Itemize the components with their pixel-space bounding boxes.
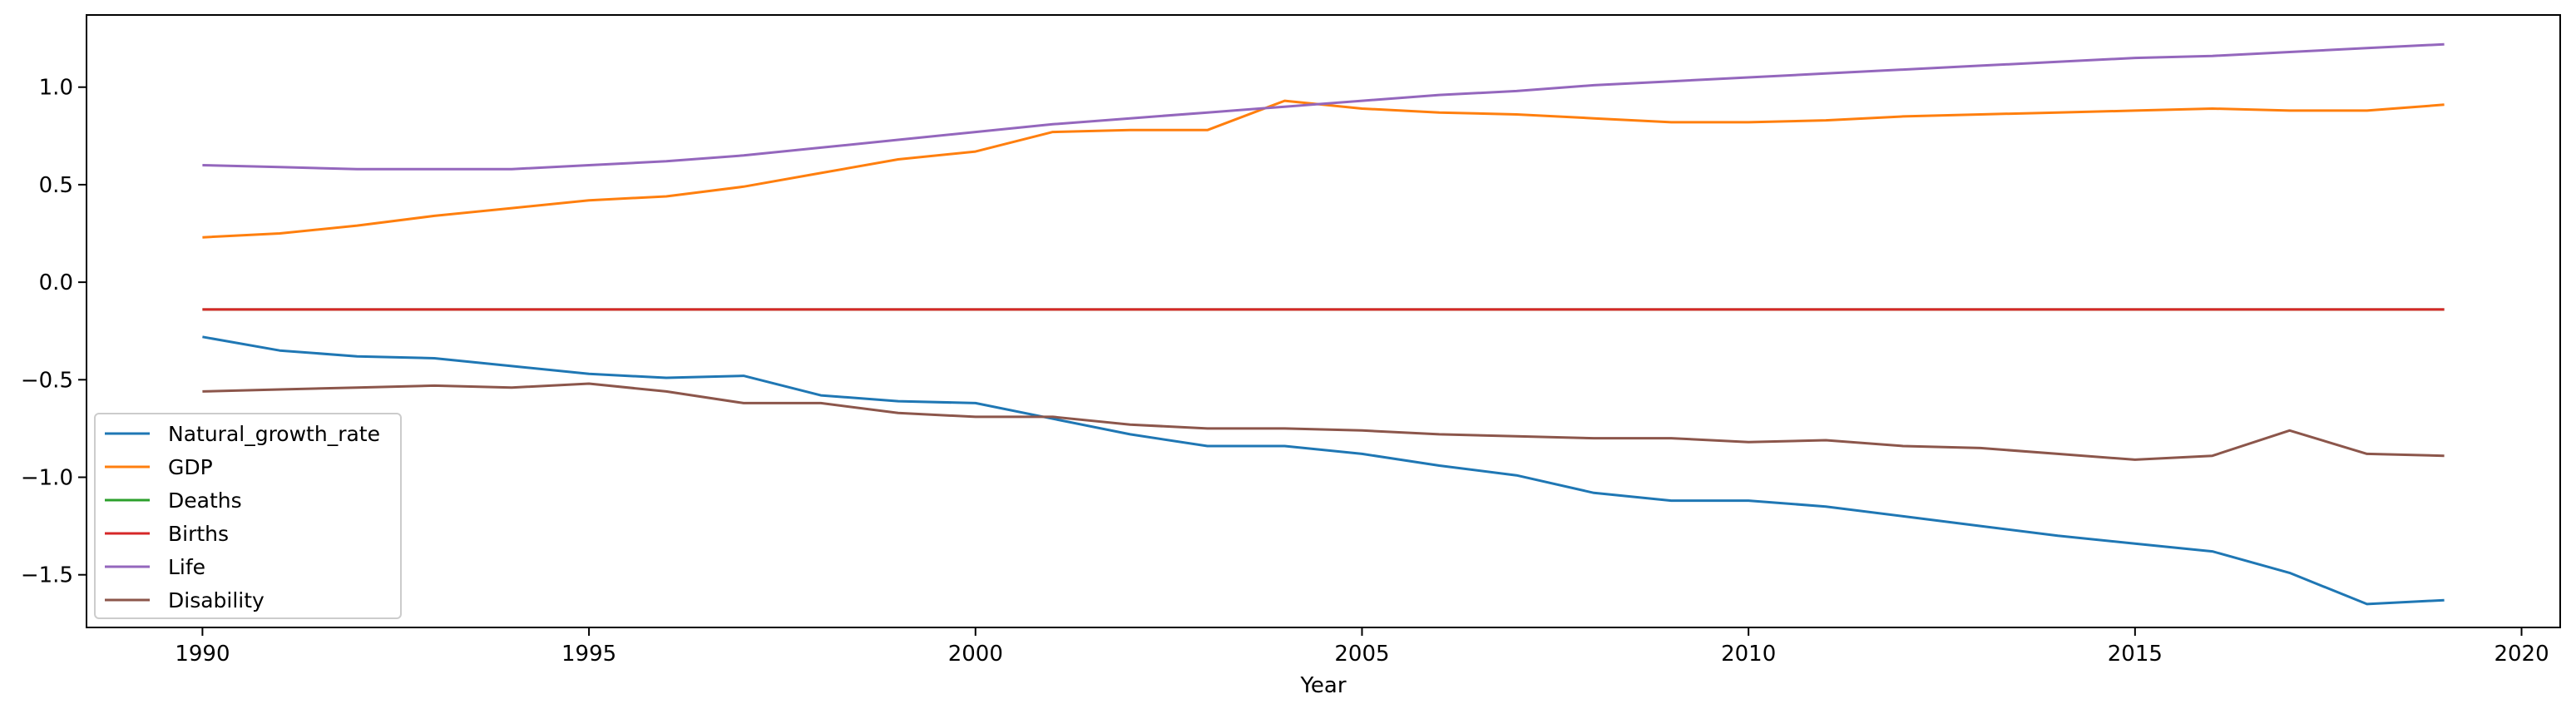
x-tick-label: 1990 (175, 642, 230, 667)
legend-label-births: Births (168, 522, 229, 546)
x-tick-label: 2005 (1334, 642, 1389, 667)
series-line-natural-growth-rate (202, 335, 2445, 606)
legend-label-deaths: Deaths (168, 488, 242, 513)
y-tick-label: 0.0 (39, 270, 73, 295)
x-tick-label: 2015 (2108, 642, 2163, 667)
y-tick-label: 1.0 (39, 76, 73, 101)
legend-label-natural-growth-rate: Natural_growth_rate (168, 422, 380, 446)
x-tick-label: 2020 (2494, 642, 2549, 667)
legend-label-life: Life (168, 555, 205, 579)
y-tick-label: −1.0 (21, 466, 73, 491)
legend-label-gdp: GDP (168, 455, 213, 479)
y-tick-label: 0.5 (39, 173, 73, 198)
series-lines (202, 42, 2445, 606)
y-tick-label: −1.5 (21, 563, 73, 588)
x-tick-label: 2000 (948, 642, 1003, 667)
plot-frame (86, 14, 2561, 628)
legend-label-disability: Disability (168, 588, 265, 612)
x-tick-label: 2010 (1721, 642, 1776, 667)
series-line-disability (202, 382, 2445, 461)
x-axis-ticks: 1990 1995 2000 2005 2010 2015 2020 (175, 627, 2549, 667)
legend: Natural_growth_rate GDP Deaths Births Life Di… (94, 413, 402, 619)
legend-box (94, 413, 402, 619)
series-line-life (202, 42, 2445, 171)
y-tick-label: −0.5 (21, 368, 73, 393)
y-axis-ticks: 1.0 0.5 0.0 −0.5 −1.0 −1.5 (21, 76, 87, 588)
x-tick-label: 1995 (561, 642, 616, 667)
x-axis-label: Year (1299, 673, 1346, 698)
